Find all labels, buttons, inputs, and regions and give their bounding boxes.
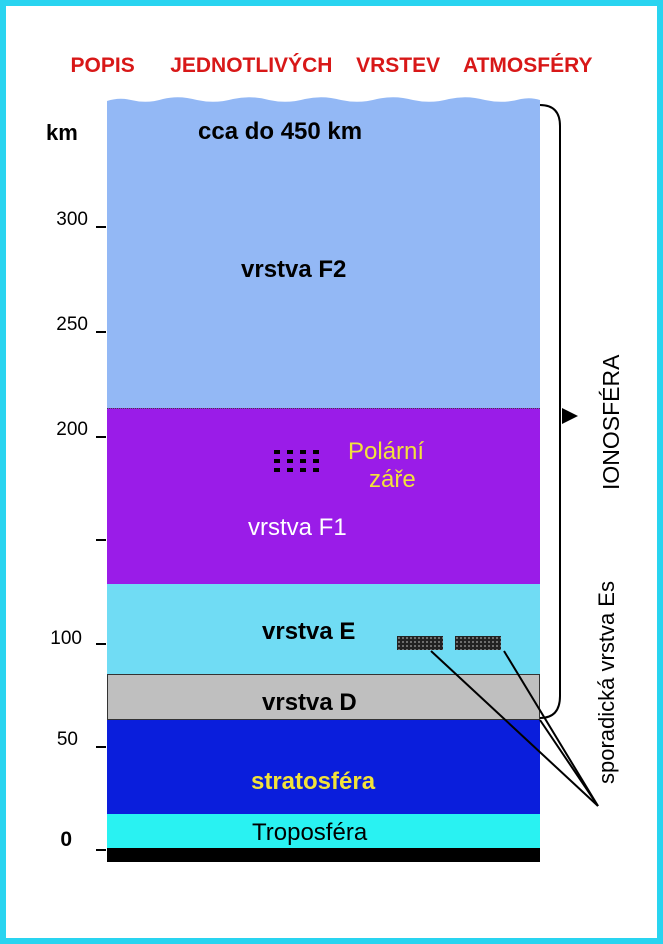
tick-label-0: 0	[60, 828, 72, 851]
layer-stratosphere	[107, 720, 540, 814]
layer-e-label: vrstva E	[262, 618, 356, 645]
sporadic-es-patch-1	[397, 636, 443, 650]
layer-e	[107, 584, 540, 674]
tick-label-200: 200	[56, 419, 88, 440]
aurora-label-line1: Polární	[348, 438, 425, 465]
layer-stratosphere-label: stratosféra	[251, 768, 376, 795]
tick-150	[96, 539, 106, 541]
layer-f2-label: vrstva F2	[241, 256, 347, 283]
aurora-dots	[274, 450, 326, 472]
layer-troposphere	[107, 814, 540, 848]
layer-f2-top-note: cca do 450 km	[198, 118, 363, 145]
ionosphere-brace	[430, 104, 599, 807]
sporadic-es-patch-2	[455, 636, 501, 650]
ground-bar	[107, 848, 540, 862]
tick-0	[96, 849, 106, 851]
tick-label-300: 300	[56, 209, 88, 230]
tick-250	[96, 331, 106, 333]
aurora-label-line2: záře	[369, 466, 416, 493]
tick-300	[96, 226, 106, 228]
diagram-title: POPIS JEDNOTLIVÝCH VRSTEV ATMOSFÉRY	[70, 54, 593, 77]
layer-f1	[107, 408, 540, 584]
tick-label-100: 100	[50, 628, 82, 649]
layer-f2	[107, 104, 540, 408]
layer-f1-label: vrstva F1	[248, 514, 347, 541]
tick-200	[96, 436, 106, 438]
tick-label-250: 250	[56, 314, 88, 335]
tick-label-50: 50	[56, 729, 78, 750]
tick-50	[96, 746, 106, 748]
tick-100	[96, 643, 106, 645]
ionosphere-label: IONOSFÉRA	[598, 354, 624, 490]
axis-unit: km	[46, 120, 78, 145]
layer-troposphere-label: Troposféra	[252, 819, 368, 846]
layer-d	[107, 674, 540, 720]
sporadic-es-label: sporadická vrstva Es	[594, 581, 619, 784]
layer-d-label: vrstva D	[262, 689, 357, 716]
